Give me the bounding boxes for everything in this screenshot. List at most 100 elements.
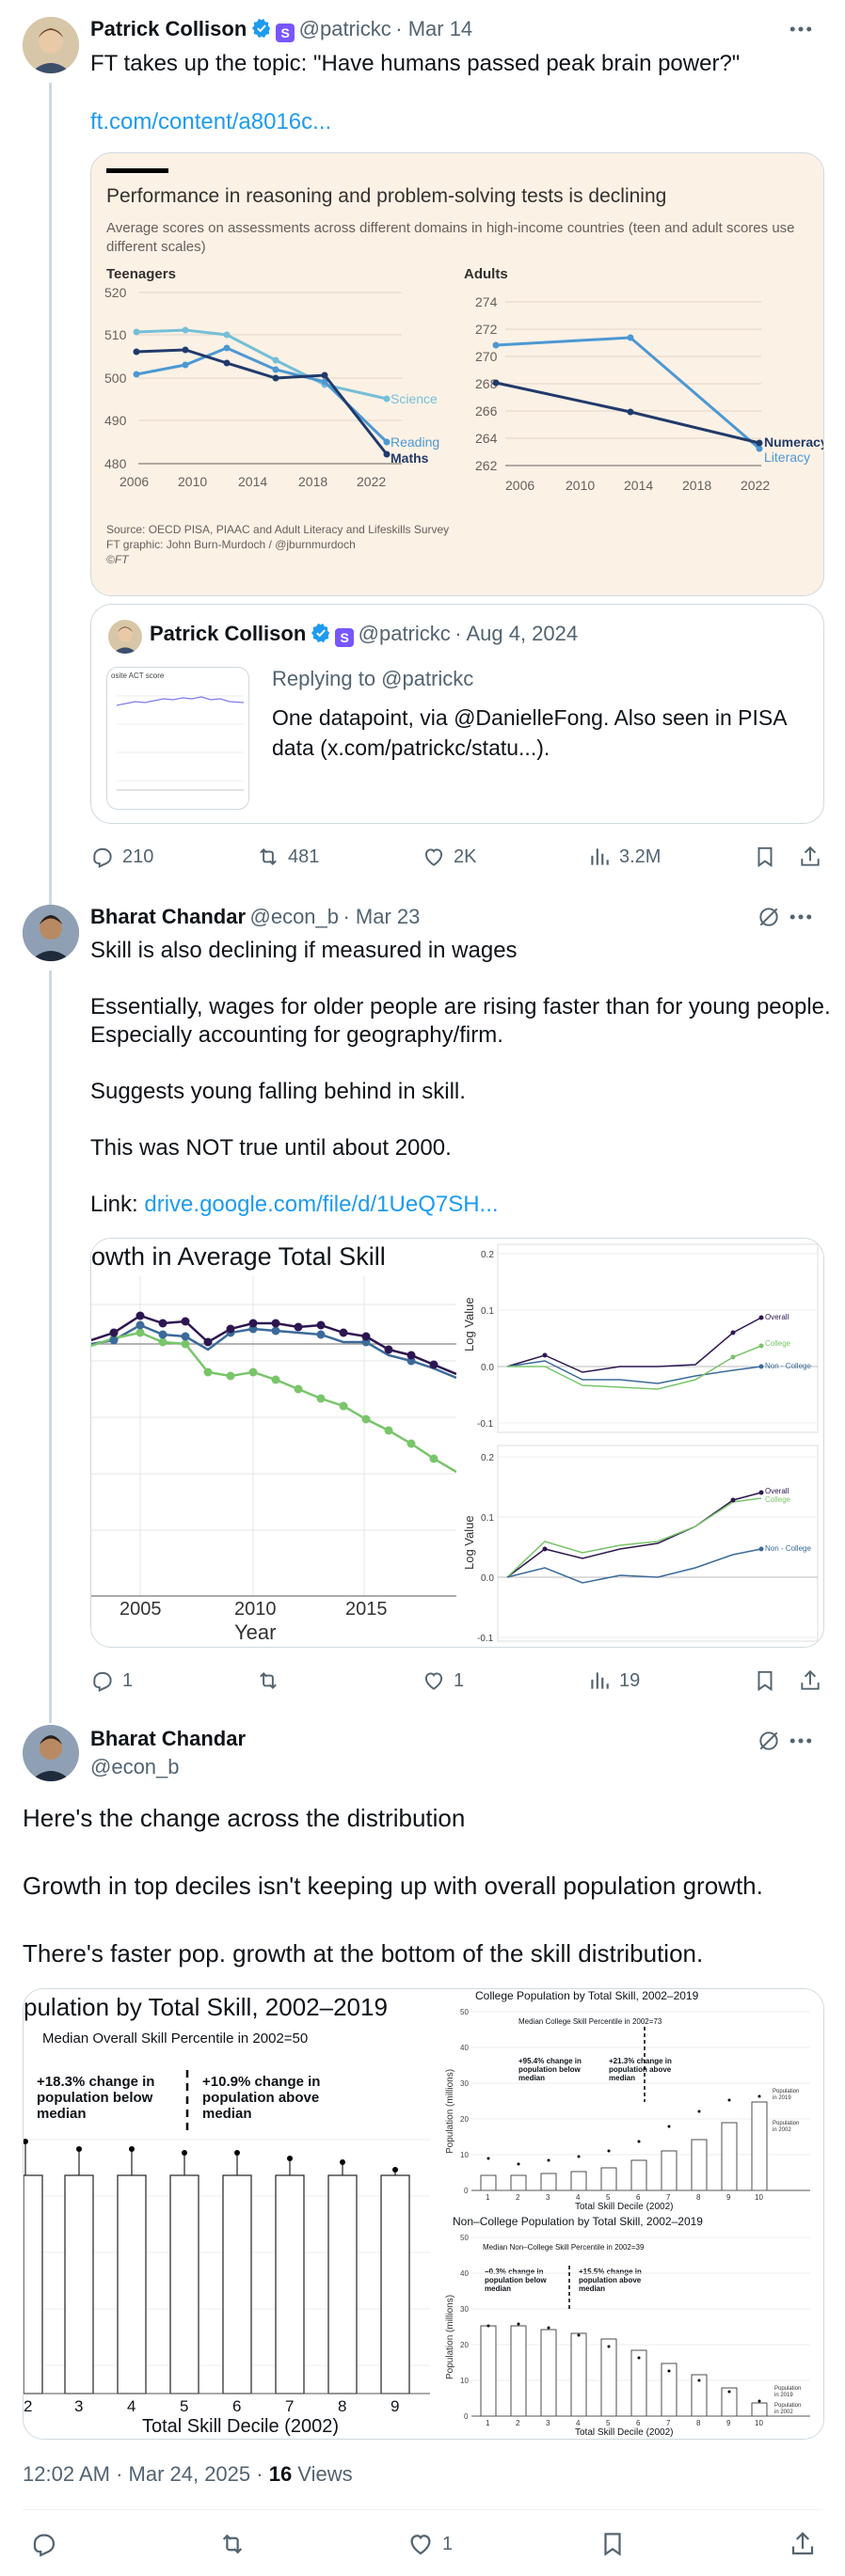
tweet-media: pulation by Total Skill, 2002–2019 Media…	[23, 1988, 824, 2440]
college-population-chart[interactable]: College Population by Total Skill, 2002–…	[434, 1989, 823, 2213]
repost-button[interactable]	[256, 1668, 280, 1693]
x-tick: 2015	[345, 1599, 388, 1620]
x-axis-label: Total Skill Decile (2002)	[142, 2416, 339, 2437]
svg-text:10: 10	[755, 2193, 763, 2202]
author-handle[interactable]: @patrickc	[298, 17, 391, 40]
x-tick: 7	[285, 2397, 295, 2415]
svg-text:272: 272	[475, 322, 498, 337]
repost-button[interactable]	[218, 2530, 247, 2558]
like-button[interactable]: 1	[422, 1668, 464, 1693]
x-tick: 3	[74, 2397, 84, 2415]
svg-text:8: 8	[696, 2193, 701, 2202]
bookmark-button[interactable]	[753, 845, 777, 869]
quoted-tweet[interactable]: Patrick Collison S @patrickc · Aug 4, 20…	[90, 604, 824, 824]
below-median-label: +18.3% change in population below median	[37, 2074, 155, 2122]
repost-button[interactable]: 481	[256, 845, 319, 869]
like-button[interactable]: 1	[407, 2530, 453, 2558]
svg-text:in 2019: in 2019	[773, 2095, 791, 2101]
grok-icon[interactable]	[757, 1729, 781, 1758]
svg-text:2018: 2018	[682, 478, 711, 493]
tweet-link[interactable]: drive.google.com/file/d/1UeQ7SH...	[144, 1192, 499, 1217]
share-button[interactable]	[798, 845, 822, 869]
views-count: 19	[619, 1669, 641, 1691]
reply-count: 1	[122, 1669, 134, 1691]
avatar[interactable]	[23, 1725, 79, 1781]
svg-text:Population: Population	[773, 2121, 799, 2126]
more-options-icon[interactable]	[787, 1727, 815, 1760]
author-handle[interactable]: @econ_b	[249, 905, 340, 928]
x-axis-label: Total Skill Decile (2002)	[575, 2202, 674, 2212]
quoted-author-name: Patrick Collison	[150, 622, 307, 645]
ft-accent-bar	[106, 168, 168, 173]
series-label: Non - College	[765, 1362, 811, 1370]
log-value-line-charts: 0.2 0.1 0.0 -0.1 Overall College Non - Coll…	[462, 1243, 819, 1644]
skill-growth-chart[interactable]: owth in Average Total Skill 2005 2010 20…	[91, 1239, 456, 1647]
x-axis-label: Total Skill Decile (2002)	[575, 2427, 674, 2438]
subscription-badge-icon: S	[276, 24, 295, 42]
author-name[interactable]: Patrick Collison	[90, 17, 247, 40]
bookmark-icon	[757, 1670, 773, 1692]
like-count: 1	[454, 1669, 465, 1691]
more-options-icon[interactable]	[787, 903, 815, 936]
chart-title: College Population by Total Skill, 2002–…	[475, 1989, 699, 2002]
views-button[interactable]: 3.2M	[587, 845, 661, 869]
author-handle[interactable]: @econ_b	[90, 1755, 180, 1778]
share-button[interactable]	[798, 1668, 822, 1693]
svg-text:Population (millions): Population (millions)	[445, 2069, 455, 2154]
avatar[interactable]	[23, 905, 79, 961]
x-tick: 4	[127, 2397, 136, 2415]
svg-text:Overall: Overall	[765, 1487, 789, 1495]
svg-text:520: 520	[104, 285, 127, 300]
tweet-text: FT takes up the topic: "Have humans pass…	[90, 51, 741, 76]
svg-text:500: 500	[104, 371, 127, 386]
population-by-skill-chart[interactable]: pulation by Total Skill, 2002–2019 Media…	[24, 1989, 430, 2439]
svg-text:266: 266	[475, 403, 498, 419]
views-button[interactable]: 19	[587, 1668, 640, 1693]
subscription-badge-icon: S	[335, 628, 355, 647]
y-axis-label: Log Value	[462, 1297, 476, 1351]
more-options-icon[interactable]	[787, 15, 815, 48]
svg-text:4: 4	[576, 2419, 581, 2427]
ft-chart-image[interactable]: Performance in reasoning and problem-sol…	[90, 152, 824, 596]
author-name[interactable]: Bharat Chandar	[90, 905, 247, 928]
svg-text:490: 490	[104, 413, 127, 428]
tweet-text-line-3: Especially accounting for geography/firm…	[90, 1022, 503, 1048]
grok-icon[interactable]	[757, 905, 781, 934]
author-name[interactable]: Bharat Chandar	[90, 1727, 247, 1750]
non-college-population-chart[interactable]: Non–College Population by Total Skill, 2…	[434, 2215, 823, 2439]
series-label: Overall	[765, 1313, 789, 1321]
quoted-thumbnail[interactable]: osite ACT score	[106, 667, 249, 810]
above-median-label: +15.5% change in population above median	[579, 2268, 642, 2293]
svg-text:510: 510	[104, 327, 127, 342]
tweet-link[interactable]: ft.com/content/a8016c...	[90, 109, 332, 134]
reply-button[interactable]	[30, 2530, 58, 2558]
college-bars: 50 40 30 20 10 0 Population (millions) 1 2 3 4 5 6…	[445, 2008, 810, 2202]
svg-text:Population: Population	[774, 2386, 801, 2392]
bookmark-button[interactable]	[753, 1668, 777, 1693]
chart-subtitle: Average scores on assessments across dif…	[106, 220, 795, 255]
share-icon	[801, 845, 820, 866]
heart-icon	[424, 848, 443, 866]
svg-text:270: 270	[475, 349, 498, 364]
share-button[interactable]	[789, 2530, 817, 2558]
chart-title: owth in Average Total Skill	[91, 1242, 386, 1271]
svg-text:10: 10	[460, 2377, 469, 2385]
svg-text:Numeracy: Numeracy	[764, 435, 823, 450]
svg-text:College: College	[765, 1495, 791, 1504]
x-tick: 2010	[234, 1599, 277, 1620]
svg-text:7: 7	[666, 2419, 671, 2427]
reply-button[interactable]: 210	[90, 845, 153, 869]
avatar[interactable]	[23, 17, 79, 73]
share-icon	[801, 1669, 820, 1690]
svg-text:7: 7	[666, 2193, 671, 2202]
like-button[interactable]: 2K	[422, 845, 476, 869]
svg-text:2014: 2014	[624, 478, 653, 493]
tweet-date[interactable]: Mar 14	[407, 17, 473, 40]
reply-button[interactable]: 1	[90, 1668, 133, 1693]
thread-line	[49, 971, 52, 1723]
log-value-charts[interactable]: 0.2 0.1 0.0 -0.1 Overall College Non - Coll…	[460, 1239, 823, 1647]
median-label: Median Non–College Skill Percentile in 2…	[483, 2243, 645, 2252]
tweet-timestamp[interactable]: 12:02 AM · Mar 24, 2025 · 16 Views	[23, 2462, 353, 2486]
tweet-date[interactable]: Mar 23	[355, 905, 421, 928]
bookmark-button[interactable]	[598, 2530, 627, 2558]
